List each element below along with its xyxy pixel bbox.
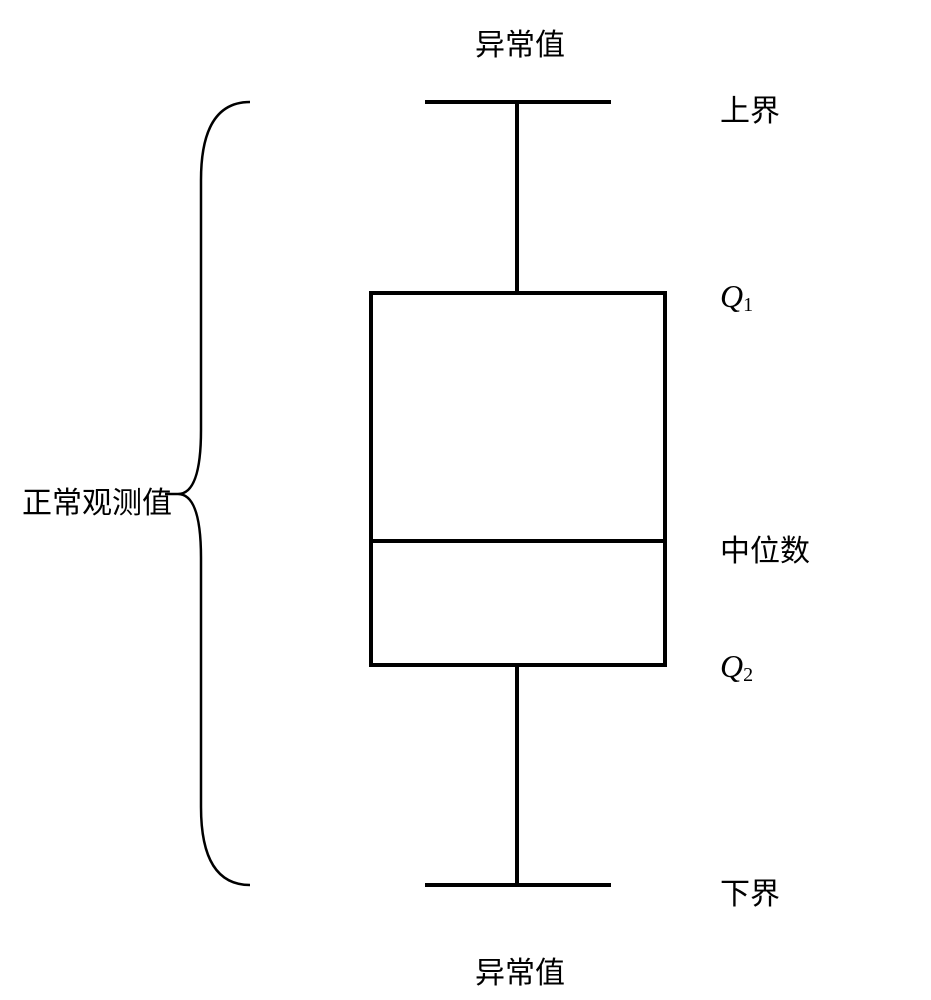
q2-label: Q2: [720, 648, 753, 687]
q1-letter: Q: [720, 278, 743, 314]
brace-left: [178, 102, 250, 885]
boxplot-diagram: 异常值 上界 Q1 中位数 Q2 下界 异常值 正常观测值: [0, 0, 931, 1000]
box-rect: [371, 293, 665, 665]
q1-label: Q1: [720, 278, 753, 317]
normal-range-label: 正常观测值: [22, 478, 172, 522]
median-label: 中位数: [720, 526, 810, 570]
q1-sub: 1: [743, 294, 753, 316]
outlier-top-label: 异常值: [475, 20, 565, 64]
upper-bound-label: 上界: [720, 86, 780, 130]
outlier-bottom-label: 异常值: [475, 948, 565, 992]
q2-sub: 2: [743, 664, 753, 686]
q2-letter: Q: [720, 648, 743, 684]
lower-bound-label: 下界: [720, 869, 780, 913]
